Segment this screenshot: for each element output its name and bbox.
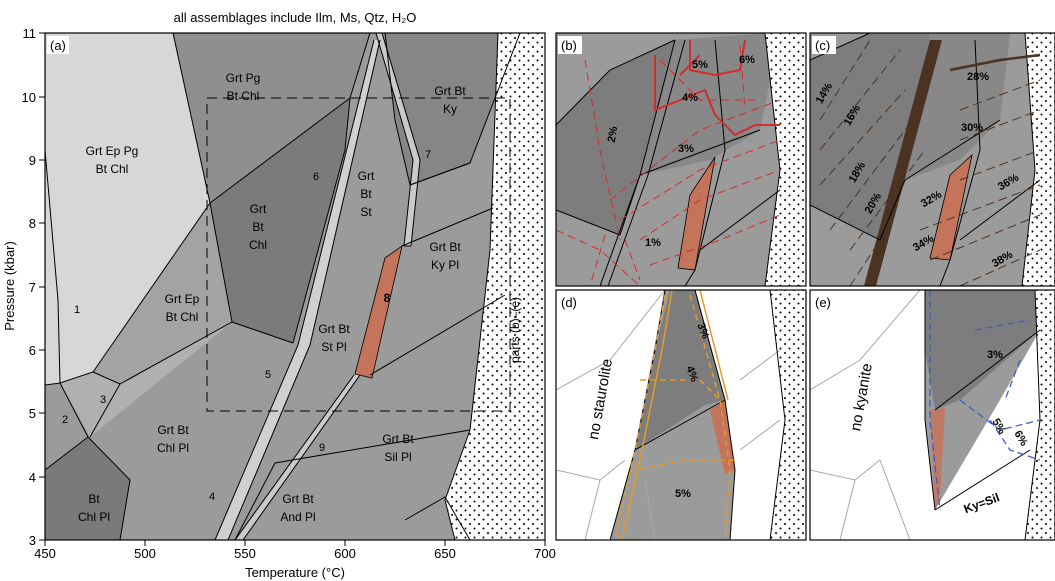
field-label: Chl Pl [157, 441, 189, 455]
y-tick: 3 [29, 533, 36, 548]
reaction-numbers: 1 2 3 4 5 6 7 8 9 [62, 149, 431, 503]
panel-d-contour-labels: 3% 4% 5% [675, 321, 711, 500]
band-7 [376, 33, 420, 246]
field-label: Grt Bt [434, 84, 466, 98]
x-tick: 500 [134, 546, 156, 561]
field-label: Sil Pl [384, 450, 411, 464]
field-label: Ky Pl [431, 258, 459, 272]
contour-label: 4% [683, 364, 700, 383]
contour-label: 3% [694, 321, 711, 340]
inset-label: parts (b)–(e) [508, 297, 522, 363]
field-label: St Pl [321, 340, 346, 354]
reaction-number: 2 [62, 414, 68, 426]
reaction-number: 7 [425, 149, 431, 161]
x-tick: 650 [434, 546, 456, 561]
field-bt-chl-pl [45, 437, 130, 540]
field-label: St [360, 205, 372, 219]
field-label: Bt Chl [166, 310, 199, 324]
panel-b [556, 33, 806, 286]
contour-label: 3% [678, 143, 694, 155]
field-label: Chl Pl [78, 510, 110, 524]
panel-b-contour-labels: 2% 5% 6% 4% 3% 1% [606, 54, 755, 249]
field-label: Bt [360, 187, 372, 201]
y-tick: 8 [29, 216, 36, 231]
panel-letter: (b) [561, 38, 577, 53]
reaction-number: 9 [319, 442, 325, 454]
field-grt-bt-chl [210, 98, 350, 343]
field-label: Grt Ep [165, 292, 200, 306]
reaction-number: 6 [313, 171, 319, 183]
panel-e [810, 290, 1055, 540]
y-tick-labels: 3 4 5 6 7 8 9 10 11 [22, 26, 36, 548]
y-tick: 11 [23, 26, 37, 41]
y-tick: 6 [29, 343, 36, 358]
panel-c [810, 33, 1055, 286]
field-grt-ep-pg [45, 33, 210, 385]
y-tick: 5 [29, 406, 36, 421]
contour-label: 1% [645, 237, 661, 249]
band-9 [235, 375, 360, 540]
stippled-region [445, 33, 545, 540]
panel-letter: (d) [561, 295, 577, 310]
panel-a-letter: (a) [47, 36, 69, 54]
reaction-number: 8 [384, 291, 391, 305]
panel-a-field-labels: Grt Ep Pg Bt Chl Grt Pg Bt Chl Grt Bt Ky… [78, 71, 466, 524]
inset-box [206, 97, 511, 412]
y-tick: 7 [29, 280, 36, 295]
y-tick: 4 [29, 470, 36, 485]
field-label: Grt Ep Pg [86, 144, 139, 158]
contour-label: 5% [675, 488, 691, 500]
axis-ticks [39, 32, 546, 546]
field-label: Bt Chl [227, 89, 260, 103]
x-tick: 600 [334, 546, 356, 561]
band-5-6 [215, 40, 380, 540]
staurolite-band [354, 245, 403, 379]
panel-letter: (a) [50, 38, 66, 53]
y-tick: 9 [29, 153, 36, 168]
x-tick: 450 [34, 546, 56, 561]
assemblage-note: all assemblages include Ilm, Ms, Qtz, H₂… [174, 10, 417, 25]
field-label: Grt Bt [318, 322, 350, 336]
x-tick: 700 [534, 546, 556, 561]
field-label: Ky [443, 102, 457, 116]
field-label: Grt [358, 169, 375, 183]
contour-label: 4% [682, 92, 698, 104]
field-label: Grt Bt [382, 432, 414, 446]
field-zone-3 [60, 322, 232, 437]
x-axis-label: Temperature (°C) [245, 565, 345, 580]
field-label: Bt [88, 492, 100, 506]
field-label: Grt Bt [157, 423, 189, 437]
reaction-number: 3 [100, 394, 106, 406]
panel-a [45, 33, 545, 540]
x-tick-labels: 450 500 550 600 650 700 [34, 546, 556, 561]
reaction-number: 4 [209, 491, 215, 503]
contour-label: 5% [692, 59, 708, 71]
field-grt-bt-ky [385, 33, 520, 185]
panel-d [556, 290, 806, 540]
field-label: Grt [250, 202, 267, 216]
x-tick: 550 [234, 546, 256, 561]
contour-label: 30% [961, 122, 983, 134]
field-label: And Pl [280, 510, 315, 524]
field-label: Chl [249, 238, 267, 252]
contour-label: 28% [967, 71, 989, 83]
y-axis-label: Pressure (kbar) [2, 241, 17, 331]
field-label: Bt Chl [96, 162, 129, 176]
reaction-number: 5 [265, 369, 271, 381]
reaction-number: 1 [74, 304, 80, 316]
panel-letter: (c) [815, 38, 830, 53]
field-grt-pg [173, 33, 370, 203]
contour-label: 6% [739, 54, 755, 66]
panel-letter: (e) [815, 295, 831, 310]
field-grt-ep-bt-chl [93, 203, 232, 384]
field-label: Grt Bt [282, 492, 314, 506]
y-tick: 10 [22, 90, 36, 105]
contour-label: 3% [987, 349, 1003, 361]
field-label: Grt Pg [226, 71, 261, 85]
contour-label: 2% [606, 125, 621, 143]
field-label: Bt [252, 220, 264, 234]
field-label: Grt Bt [429, 240, 461, 254]
